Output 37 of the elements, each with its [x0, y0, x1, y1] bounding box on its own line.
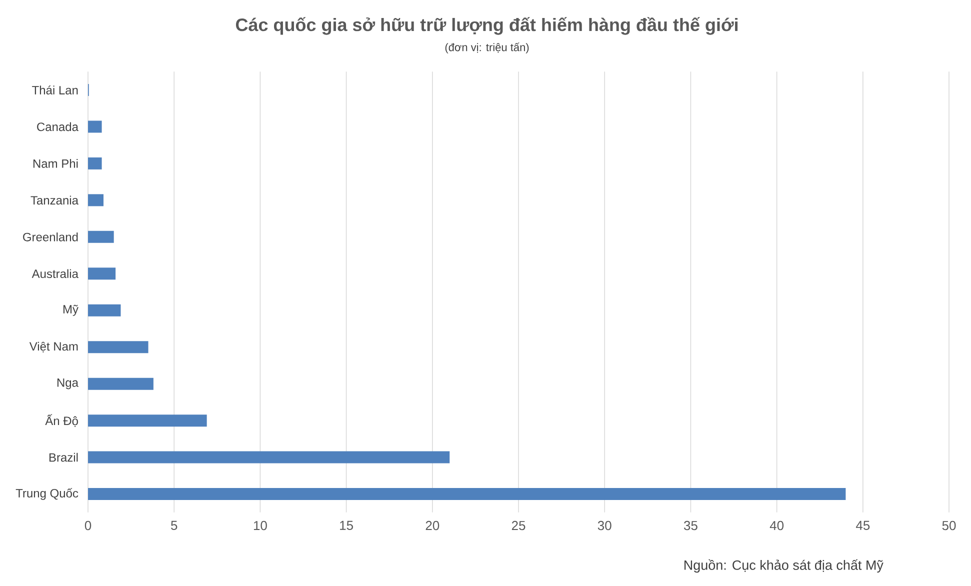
bar	[88, 341, 148, 354]
x-tick-label: 30	[598, 520, 612, 530]
bar	[88, 157, 102, 170]
x-tick-label: 25	[512, 520, 526, 530]
bar	[88, 230, 114, 243]
bar	[88, 414, 207, 427]
y-tick-label: Mỹ	[63, 304, 78, 316]
y-tick-label: Greenland	[23, 232, 78, 242]
bar	[88, 268, 116, 280]
bar	[88, 120, 102, 133]
y-tick-label: Việt Nam	[29, 342, 78, 352]
chart-subtitle: (đơn vị: triệu tấn)	[445, 42, 529, 54]
y-tick-label: Nga	[57, 378, 78, 390]
x-tick-label: 15	[340, 520, 353, 530]
y-tick-label: Nam Phi	[33, 159, 78, 168]
chart-title: Các quốc gia sở hữu trữ lượng đất hiếm hàng đầu thế giới	[236, 17, 738, 35]
x-tick-label: 35	[684, 520, 698, 530]
y-tick-label: Australia	[32, 269, 78, 278]
bar	[88, 378, 154, 390]
bar	[88, 304, 121, 316]
y-tick-label: Canada	[37, 122, 78, 132]
x-tick-label: 10	[254, 520, 267, 530]
x-tick-label: 20	[426, 520, 440, 530]
x-tick-label: 40	[770, 520, 784, 530]
bar	[88, 488, 846, 500]
y-tick-label: Thái Lan	[32, 85, 78, 94]
bar	[88, 194, 104, 206]
x-tick-label: 45	[856, 520, 870, 530]
x-tick-label: 5	[171, 520, 178, 530]
y-tick-label: Tanzania	[30, 196, 78, 205]
bar	[88, 451, 450, 464]
y-tick-label: Brazil	[49, 452, 78, 462]
text: Nguồn: Cục khảo sát địa chất Mỹ	[684, 559, 884, 573]
x-tick-label: 50	[942, 520, 956, 530]
x-tick-label: 0	[84, 520, 92, 530]
y-tick-label: Ấn Độ	[45, 414, 78, 427]
y-tick-label: Trung Quốc	[16, 488, 78, 500]
